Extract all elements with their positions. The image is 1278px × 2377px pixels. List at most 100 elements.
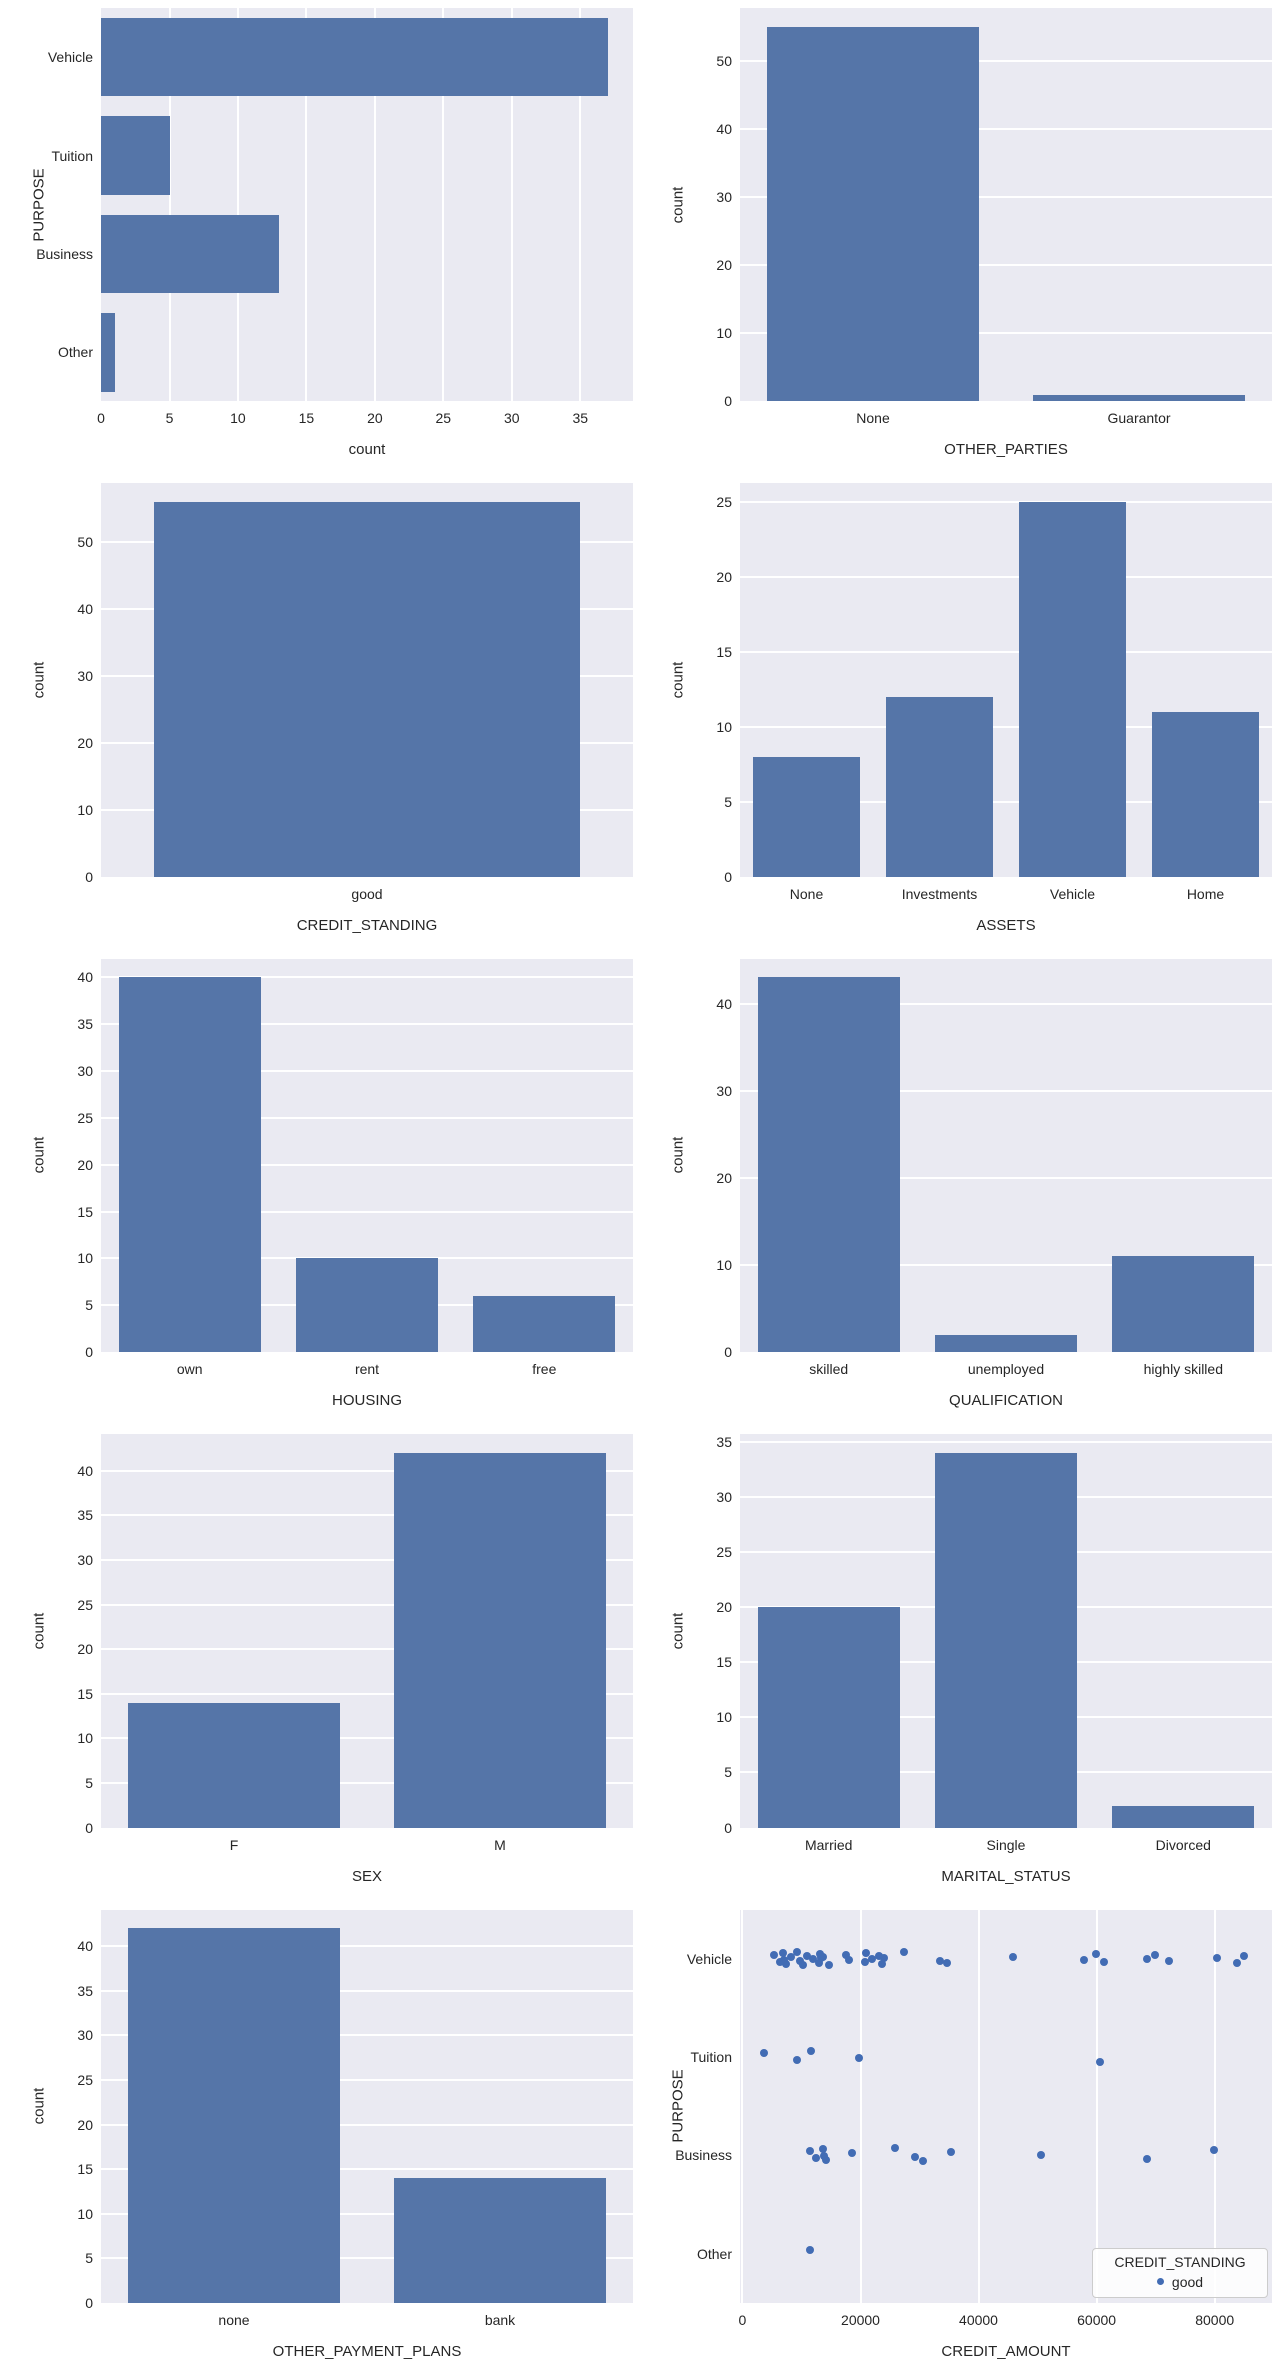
scatter-point: [860, 1957, 869, 1966]
bar-divorced: [1112, 1805, 1255, 1828]
gridline: [740, 127, 1272, 130]
plot-area: [101, 958, 633, 1353]
y-tick-label: 15: [716, 643, 732, 660]
scatter-point: [782, 1959, 791, 1968]
scatter-point: [770, 1950, 779, 1959]
y-tick-label: 0: [85, 2294, 93, 2311]
scatter-point: [818, 2145, 827, 2154]
x-category-label: Vehicle: [1049, 885, 1096, 902]
scatter-point: [946, 2148, 955, 2157]
scatter-point: [899, 1947, 908, 1956]
x-category-label: skilled: [809, 1361, 849, 1378]
chart-qualification-countplot: count QUALIFICATION 0 10 20 30 40 skilled unempl…: [639, 951, 1278, 1426]
y-tick-label: 0: [85, 1344, 93, 1361]
y-tick-label: 20: [77, 1156, 93, 1173]
y-tick-label: 40: [77, 601, 93, 618]
bar-skilled: [757, 977, 900, 1353]
x-axis-label: MARITAL_STATUS: [941, 1867, 1071, 1885]
gridline: [740, 1002, 1272, 1005]
bar-investments: [886, 696, 993, 877]
y-tick-label: 10: [716, 1709, 732, 1726]
scatter-point: [809, 1954, 818, 1963]
gridline: [740, 576, 1272, 579]
x-axis-label: OTHER_PARTIES: [944, 441, 1068, 459]
x-tick-label: 5: [165, 410, 174, 427]
scatter-point: [862, 1948, 871, 1957]
legend-title: CREDIT_STANDING: [1114, 2253, 1246, 2270]
gridline: [740, 1264, 1272, 1267]
scatter-point: [779, 1948, 788, 1957]
gridline: [101, 2123, 633, 2126]
x-category-label: Divorced: [1155, 1836, 1211, 1853]
scatter-point: [811, 2154, 820, 2163]
x-axis-label: ASSETS: [976, 916, 1036, 934]
bar-own: [118, 977, 261, 1353]
y-tick-label: 10: [716, 325, 732, 342]
legend-item-label: good: [1171, 2273, 1204, 2290]
scatter-point: [911, 2153, 920, 2162]
x-tick-label: 20000: [841, 2311, 880, 2328]
scatter-point: [1095, 2058, 1104, 2067]
y-tick-label: 30: [77, 1551, 93, 1568]
gridline: [101, 1945, 633, 1948]
scatter-point: [848, 2149, 857, 2158]
gridline: [101, 1989, 633, 1992]
y-tick-label: 10: [77, 2205, 93, 2222]
y-tick-label: 30: [716, 1082, 732, 1099]
scatter-point: [805, 2245, 814, 2254]
scatter-point: [1079, 1955, 1088, 1964]
y-tick-label: 25: [77, 1109, 93, 1126]
y-tick-label: 25: [77, 2071, 93, 2088]
scatter-point: [868, 1954, 877, 1963]
scatter-point: [793, 1947, 802, 1956]
legend-marker-icon: [1156, 2278, 1164, 2286]
y-tick-label: 0: [85, 868, 93, 885]
x-category-label: unemployed: [967, 1361, 1045, 1378]
bar-none: [766, 26, 980, 402]
y-tick-label: 20: [716, 1599, 732, 1616]
y-tick-label: 5: [85, 1774, 93, 1791]
scatter-point: [845, 1955, 854, 1964]
x-tick-label: 60000: [1077, 2311, 1117, 2328]
x-tick-label: 80000: [1195, 2311, 1235, 2328]
x-category-label: none: [218, 2311, 250, 2328]
y-tick-label: 30: [77, 1063, 93, 1080]
y-tick-label: 50: [77, 534, 93, 551]
scatter-point: [1212, 1953, 1221, 1962]
gridline: [101, 2212, 633, 2215]
y-tick-label: 5: [724, 793, 732, 810]
x-category-label: Home: [1186, 885, 1225, 902]
bar-other: [101, 312, 115, 392]
plot-area: [101, 8, 633, 402]
gridline: [101, 2034, 633, 2037]
x-axis-label: QUALIFICATION: [949, 1392, 1063, 1410]
x-category-label: F: [229, 1836, 239, 1853]
bar-vehicle: [1019, 502, 1126, 877]
x-axis-label: OTHER_PAYMENT_PLANS: [272, 2342, 462, 2360]
y-axis-label: PURPOSE: [669, 2069, 687, 2143]
scatter-point: [855, 2054, 864, 2063]
x-axis-label: CREDIT_AMOUNT: [941, 2342, 1071, 2360]
x-category-label: Investments: [901, 885, 978, 902]
chart-marital-status-countplot: count MARITAL_STATUS 0 5 10 15 20 25 30 35 Married…: [639, 1426, 1278, 1901]
x-tick-label: 35: [572, 410, 589, 427]
x-tick-label: 0: [97, 410, 105, 427]
gridline: [101, 2078, 633, 2081]
y-tick-label: 10: [77, 801, 93, 818]
gridline: [1095, 1909, 1098, 2303]
gridline: [859, 1909, 862, 2303]
y-tick-label: 15: [716, 1654, 732, 1671]
y-category-label: Other: [57, 344, 93, 361]
bar-none: [753, 756, 860, 877]
x-tick-label: 20: [367, 410, 383, 427]
y-tick-label: 20: [716, 1169, 732, 1186]
bar-married: [757, 1607, 900, 1828]
gridline: [101, 1116, 633, 1119]
bar-home: [1152, 711, 1259, 877]
gridline: [101, 1163, 633, 1166]
scatter-point: [1099, 1957, 1108, 1966]
gridline: [101, 1210, 633, 1213]
scatter-point: [1143, 1954, 1152, 1963]
